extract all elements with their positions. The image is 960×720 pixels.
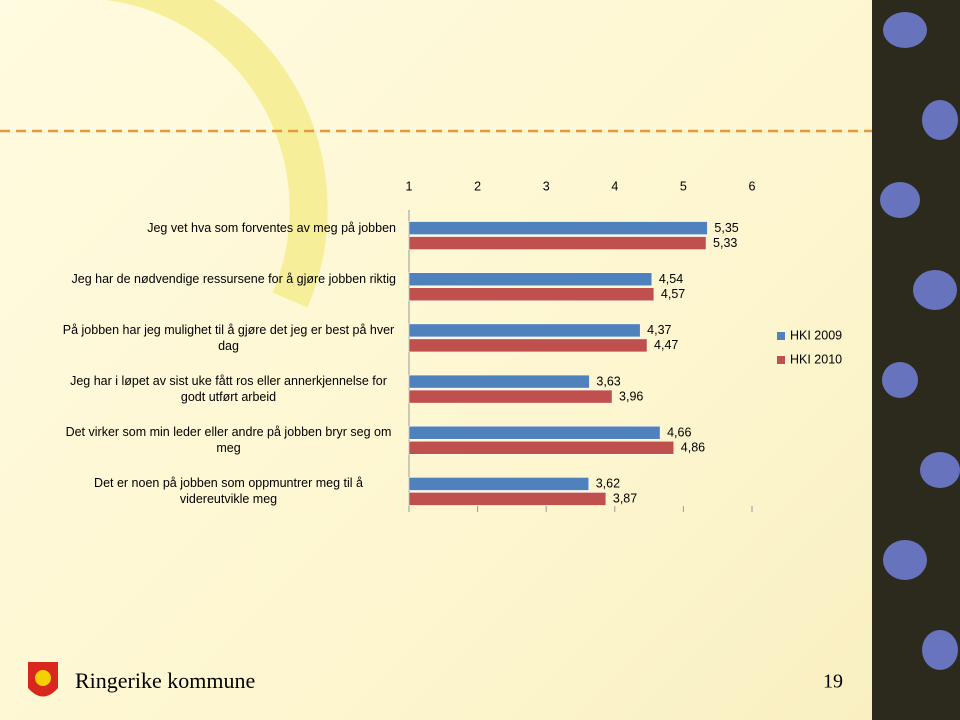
- value-label: 4,54: [659, 272, 683, 286]
- x-tick-label: 3: [543, 179, 550, 193]
- bar: [408, 426, 661, 440]
- value-label: 5,35: [714, 221, 738, 235]
- value-label: 4,66: [667, 426, 691, 440]
- bar: [408, 492, 607, 506]
- value-label: 3,96: [619, 389, 643, 403]
- x-tick-label: 6: [749, 179, 756, 193]
- category-label: Det virker som min leder eller andre på …: [61, 424, 396, 456]
- legend-label: HKI 2010: [790, 352, 842, 366]
- page-number: 19: [823, 671, 843, 693]
- value-label: 5,33: [713, 236, 737, 250]
- x-tick-label: 1: [406, 179, 413, 193]
- decor-arc: [105, 0, 328, 308]
- bar: [408, 338, 648, 353]
- bar: [408, 236, 707, 250]
- value-label: 4,37: [647, 323, 671, 337]
- bar: [408, 323, 641, 338]
- photo-flowers: [880, 12, 960, 670]
- legend-swatch: [777, 356, 785, 364]
- category-label: På jobben har jeg mulighet til å gjøre d…: [61, 322, 396, 354]
- organization: Ringerike kommune: [75, 668, 255, 693]
- value-label: 3,87: [613, 492, 637, 506]
- x-tick-label: 2: [474, 179, 481, 193]
- bar: [408, 287, 655, 301]
- category-text: Jeg vet hva som forventes av meg på jobb…: [147, 220, 396, 235]
- category-label: Jeg har i løpet av sist uke fått ros ell…: [61, 373, 396, 405]
- legend-label: HKI 2009: [790, 328, 842, 342]
- category-label: Jeg vet hva som forventes av meg på jobb…: [147, 220, 396, 236]
- value-label: 4,57: [661, 287, 685, 301]
- bar: [408, 221, 708, 235]
- category-text: Jeg har i løpet av sist uke fått ros ell…: [70, 374, 387, 405]
- value-label: 3,63: [596, 374, 620, 388]
- x-tick-label: 4: [611, 179, 618, 193]
- legend-swatch: [777, 332, 785, 340]
- category-label: Det er noen på jobben som oppmuntrer meg…: [61, 475, 396, 507]
- bar: [408, 441, 675, 455]
- value-label: 3,62: [596, 477, 620, 491]
- category-text: På jobben har jeg mulighet til å gjøre d…: [62, 322, 395, 353]
- bar: [408, 389, 613, 404]
- category-text: Jeg har de nødvendige ressursene for å g…: [71, 271, 397, 286]
- value-label: 4,47: [654, 338, 678, 352]
- category-label: Jeg har de nødvendige ressursene for å g…: [72, 271, 397, 287]
- x-tick-label: 5: [680, 179, 687, 193]
- bar: [408, 374, 590, 389]
- value-label: 4,86: [681, 441, 705, 455]
- category-text: Det er noen på jobben som oppmuntrer meg…: [94, 476, 363, 507]
- bar: [408, 272, 653, 286]
- logo-sun: [35, 670, 51, 686]
- bar: [408, 477, 589, 491]
- category-text: Det virker som min leder eller andre på …: [65, 425, 392, 456]
